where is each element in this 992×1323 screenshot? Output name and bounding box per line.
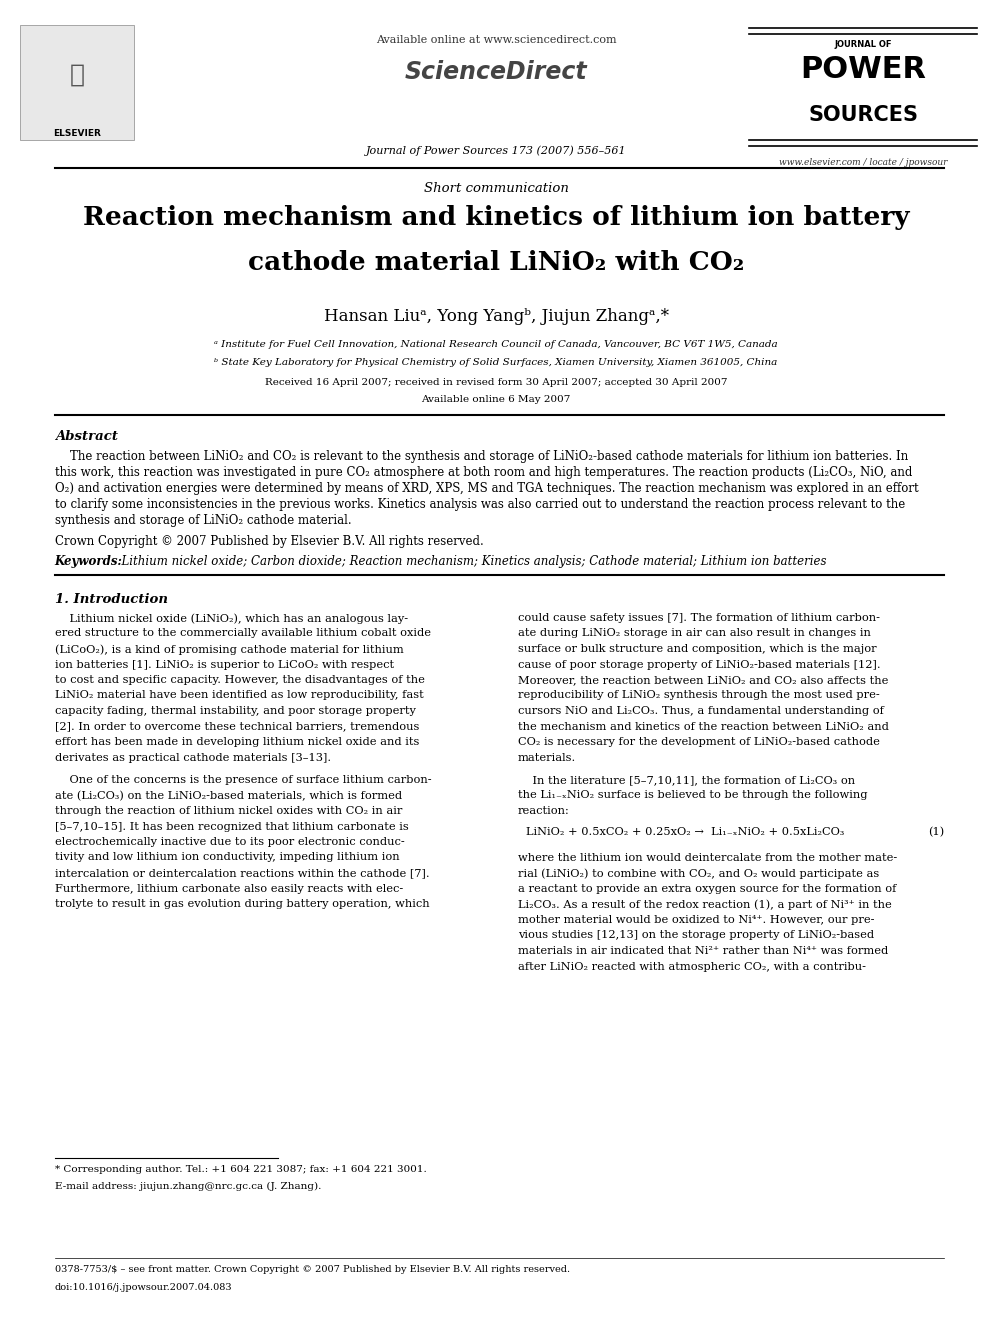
Text: JOURNAL OF: JOURNAL OF	[834, 40, 892, 49]
Text: rial (LiNiO₂) to combine with CO₂, and O₂ would participate as: rial (LiNiO₂) to combine with CO₂, and O…	[518, 868, 879, 878]
Text: [5–7,10–15]. It has been recognized that lithium carbonate is: [5–7,10–15]. It has been recognized that…	[55, 822, 409, 831]
Text: reproducibility of LiNiO₂ synthesis through the most used pre-: reproducibility of LiNiO₂ synthesis thro…	[518, 691, 880, 700]
Text: Lithium nickel oxide; Carbon dioxide; Reaction mechanism; Kinetics analysis; Cat: Lithium nickel oxide; Carbon dioxide; Re…	[114, 556, 826, 568]
Text: electrochemically inactive due to its poor electronic conduc-: electrochemically inactive due to its po…	[55, 837, 405, 847]
Text: this work, this reaction was investigated in pure CO₂ atmosphere at both room an: this work, this reaction was investigate…	[55, 466, 912, 479]
Text: intercalation or deintercalation reactions within the cathode [7].: intercalation or deintercalation reactio…	[55, 868, 430, 878]
Text: materials.: materials.	[518, 753, 576, 762]
Text: ᵇ State Key Laboratory for Physical Chemistry of Solid Surfaces, Xiamen Universi: ᵇ State Key Laboratory for Physical Chem…	[214, 359, 778, 366]
Text: Furthermore, lithium carbonate also easily reacts with elec-: Furthermore, lithium carbonate also easi…	[55, 884, 403, 893]
Text: The reaction between LiNiO₂ and CO₂ is relevant to the synthesis and storage of : The reaction between LiNiO₂ and CO₂ is r…	[55, 450, 908, 463]
Text: the mechanism and kinetics of the reaction between LiNiO₂ and: the mechanism and kinetics of the reacti…	[518, 721, 889, 732]
Text: [2]. In order to overcome these technical barriers, tremendous: [2]. In order to overcome these technica…	[55, 721, 419, 732]
Text: CO₂ is necessary for the development of LiNiO₂-based cathode: CO₂ is necessary for the development of …	[518, 737, 880, 747]
Text: trolyte to result in gas evolution during battery operation, which: trolyte to result in gas evolution durin…	[55, 900, 430, 909]
Text: doi:10.1016/j.jpowsour.2007.04.083: doi:10.1016/j.jpowsour.2007.04.083	[55, 1283, 232, 1293]
Text: Reaction mechanism and kinetics of lithium ion battery: Reaction mechanism and kinetics of lithi…	[82, 205, 910, 230]
Text: to clarify some inconsistencies in the previous works. Kinetics analysis was als: to clarify some inconsistencies in the p…	[55, 497, 905, 511]
Text: Abstract: Abstract	[55, 430, 118, 443]
Text: effort has been made in developing lithium nickel oxide and its: effort has been made in developing lithi…	[55, 737, 419, 747]
Bar	[20, 25, 134, 140]
Text: 0378-7753/$ – see front matter. Crown Copyright © 2007 Published by Elsevier B.V: 0378-7753/$ – see front matter. Crown Co…	[55, 1265, 569, 1274]
Text: the Li₁₋ₓNiO₂ surface is believed to be through the following: the Li₁₋ₓNiO₂ surface is believed to be …	[518, 791, 867, 800]
Text: ate (Li₂CO₃) on the LiNiO₂-based materials, which is formed: ate (Li₂CO₃) on the LiNiO₂-based materia…	[55, 791, 402, 800]
Text: cause of poor storage property of LiNiO₂-based materials [12].: cause of poor storage property of LiNiO₂…	[518, 659, 881, 669]
Text: LiNiO₂ material have been identified as low reproducibility, fast: LiNiO₂ material have been identified as …	[55, 691, 424, 700]
Text: Available online at www.sciencedirect.com: Available online at www.sciencedirect.co…	[376, 34, 616, 45]
Text: Available online 6 May 2007: Available online 6 May 2007	[422, 396, 570, 404]
Text: ate during LiNiO₂ storage in air can also result in changes in: ate during LiNiO₂ storage in air can als…	[518, 628, 871, 639]
Text: ᵃ Institute for Fuel Cell Innovation, National Research Council of Canada, Vanco: ᵃ Institute for Fuel Cell Innovation, Na…	[214, 340, 778, 349]
Text: (LiCoO₂), is a kind of promising cathode material for lithium: (LiCoO₂), is a kind of promising cathode…	[55, 644, 404, 655]
Text: after LiNiO₂ reacted with atmospheric CO₂, with a contribu-: after LiNiO₂ reacted with atmospheric CO…	[518, 962, 866, 971]
Text: Received 16 April 2007; received in revised form 30 April 2007; accepted 30 Apri: Received 16 April 2007; received in revi…	[265, 378, 727, 388]
Text: Li₂CO₃. As a result of the redox reaction (1), a part of Ni³⁺ in the: Li₂CO₃. As a result of the redox reactio…	[518, 900, 892, 910]
Text: Keywords:: Keywords:	[55, 556, 122, 568]
Text: ELSEVIER: ELSEVIER	[54, 130, 101, 138]
Text: O₂) and activation energies were determined by means of XRD, XPS, MS and TGA tec: O₂) and activation energies were determi…	[55, 482, 919, 495]
Text: reaction:: reaction:	[518, 806, 569, 816]
Text: mother material would be oxidized to Ni⁴⁺. However, our pre-: mother material would be oxidized to Ni⁴…	[518, 916, 874, 925]
Text: Journal of Power Sources 173 (2007) 556–561: Journal of Power Sources 173 (2007) 556–…	[366, 146, 626, 156]
Text: POWER: POWER	[800, 56, 927, 83]
Text: derivates as practical cathode materials [3–13].: derivates as practical cathode materials…	[55, 753, 330, 762]
Text: www.elsevier.com / locate / jpowsour: www.elsevier.com / locate / jpowsour	[779, 157, 947, 167]
Text: (1): (1)	[929, 827, 944, 837]
Text: could cause safety issues [7]. The formation of lithium carbon-: could cause safety issues [7]. The forma…	[518, 613, 880, 623]
Text: to cost and specific capacity. However, the disadvantages of the: to cost and specific capacity. However, …	[55, 675, 425, 685]
Text: E-mail address: jiujun.zhang@nrc.gc.ca (J. Zhang).: E-mail address: jiujun.zhang@nrc.gc.ca (…	[55, 1181, 321, 1191]
Text: In the literature [5–7,10,11], the formation of Li₂CO₃ on: In the literature [5–7,10,11], the forma…	[518, 775, 855, 785]
Text: capacity fading, thermal instability, and poor storage property: capacity fading, thermal instability, an…	[55, 706, 416, 716]
Text: LiNiO₂ + 0.5xCO₂ + 0.25xO₂ →  Li₁₋ₓNiO₂ + 0.5xLi₂CO₃: LiNiO₂ + 0.5xCO₂ + 0.25xO₂ → Li₁₋ₓNiO₂ +…	[526, 827, 844, 837]
Text: where the lithium ion would deintercalate from the mother mate-: where the lithium ion would deintercalat…	[518, 853, 897, 863]
Text: a reactant to provide an extra oxygen source for the formation of: a reactant to provide an extra oxygen so…	[518, 884, 896, 894]
Text: One of the concerns is the presence of surface lithium carbon-: One of the concerns is the presence of s…	[55, 775, 432, 785]
Text: cursors NiO and Li₂CO₃. Thus, a fundamental understanding of: cursors NiO and Li₂CO₃. Thus, a fundamen…	[518, 706, 884, 716]
Text: through the reaction of lithium nickel oxides with CO₂ in air: through the reaction of lithium nickel o…	[55, 806, 402, 816]
Text: ered structure to the commercially available lithium cobalt oxide: ered structure to the commercially avail…	[55, 628, 431, 639]
Text: cathode material LiNiO₂ with CO₂: cathode material LiNiO₂ with CO₂	[248, 250, 744, 275]
Text: ion batteries [1]. LiNiO₂ is superior to LiCoO₂ with respect: ion batteries [1]. LiNiO₂ is superior to…	[55, 659, 394, 669]
Text: 🌳: 🌳	[69, 64, 85, 87]
Text: vious studies [12,13] on the storage property of LiNiO₂-based: vious studies [12,13] on the storage pro…	[518, 930, 874, 941]
Text: SOURCES: SOURCES	[808, 105, 918, 124]
Text: * Corresponding author. Tel.: +1 604 221 3087; fax: +1 604 221 3001.: * Corresponding author. Tel.: +1 604 221…	[55, 1166, 427, 1174]
Text: materials in air indicated that Ni²⁺ rather than Ni⁴⁺ was formed: materials in air indicated that Ni²⁺ rat…	[518, 946, 888, 957]
Text: surface or bulk structure and composition, which is the major: surface or bulk structure and compositio…	[518, 644, 877, 654]
Text: Short communication: Short communication	[424, 183, 568, 194]
Text: tivity and low lithium ion conductivity, impeding lithium ion: tivity and low lithium ion conductivity,…	[55, 852, 399, 863]
Text: Crown Copyright © 2007 Published by Elsevier B.V. All rights reserved.: Crown Copyright © 2007 Published by Else…	[55, 534, 483, 548]
Text: Hansan Liuᵃ, Yong Yangᵇ, Jiujun Zhangᵃ,*: Hansan Liuᵃ, Yong Yangᵇ, Jiujun Zhangᵃ,*	[323, 308, 669, 325]
Text: 1. Introduction: 1. Introduction	[55, 593, 168, 606]
Text: ScienceDirect: ScienceDirect	[405, 60, 587, 83]
Text: synthesis and storage of LiNiO₂ cathode material.: synthesis and storage of LiNiO₂ cathode …	[55, 515, 351, 527]
Text: Lithium nickel oxide (LiNiO₂), which has an analogous lay-: Lithium nickel oxide (LiNiO₂), which has…	[55, 613, 408, 623]
Text: Moreover, the reaction between LiNiO₂ and CO₂ also affects the: Moreover, the reaction between LiNiO₂ an…	[518, 675, 888, 685]
